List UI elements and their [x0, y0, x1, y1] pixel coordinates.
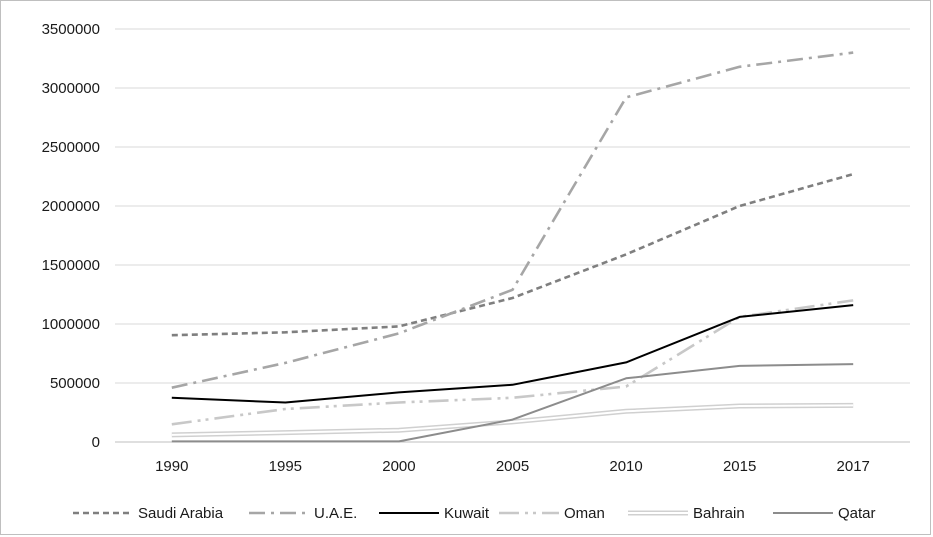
- legend-item-u-a-e: U.A.E.: [249, 505, 357, 522]
- legend-item-oman: Oman: [499, 505, 605, 522]
- x-axis: 1990 1995 2000 2005 2010 2015 2017: [115, 441, 910, 475]
- gridlines: [115, 28, 910, 384]
- y-tick-label: 2500000: [42, 139, 100, 156]
- y-tick-label: 2000000: [42, 198, 100, 215]
- legend-label: Bahrain: [693, 505, 745, 522]
- series-bahrain-line-inner: [171, 404, 854, 436]
- series-saudi-arabia-line: [171, 172, 854, 337]
- legend-item-saudi-arabia: Saudi Arabia: [73, 505, 224, 522]
- series-oman-line: [171, 299, 854, 426]
- series-lines: [171, 51, 854, 443]
- y-tick-label: 500000: [50, 375, 100, 392]
- legend-label: Kuwait: [444, 505, 490, 522]
- x-tick-label: 2015: [723, 458, 756, 475]
- y-axis-ticks: 0 500000 1000000 1500000 2000000 2500000 30000…: [42, 21, 100, 451]
- series-qatar-line: [171, 363, 854, 443]
- legend-label: Saudi Arabia: [138, 505, 224, 522]
- x-tick-label: 1995: [269, 458, 302, 475]
- y-tick-label: 0: [92, 434, 100, 451]
- legend-label: U.A.E.: [314, 505, 357, 522]
- x-tick-label: 2010: [609, 458, 642, 475]
- x-tick-label: 2005: [496, 458, 529, 475]
- y-tick-label: 1000000: [42, 316, 100, 333]
- y-tick-label: 1500000: [42, 257, 100, 274]
- legend-item-kuwait: Kuwait: [379, 505, 490, 522]
- legend: Saudi Arabia U.A.E. Kuwait Oman Bahrain Qatar: [73, 505, 876, 522]
- series-kuwait-line: [171, 304, 854, 404]
- x-tick-label: 2000: [382, 458, 415, 475]
- y-tick-label: 3500000: [42, 21, 100, 38]
- legend-item-qatar: Qatar: [773, 505, 876, 522]
- legend-item-bahrain: Bahrain: [628, 505, 745, 522]
- x-tick-label: 1990: [155, 458, 188, 475]
- y-tick-label: 3000000: [42, 80, 100, 97]
- legend-label: Qatar: [838, 505, 876, 522]
- series-u-a-e-line: [171, 51, 854, 389]
- x-tick-label: 2017: [837, 458, 870, 475]
- legend-label: Oman: [564, 505, 605, 522]
